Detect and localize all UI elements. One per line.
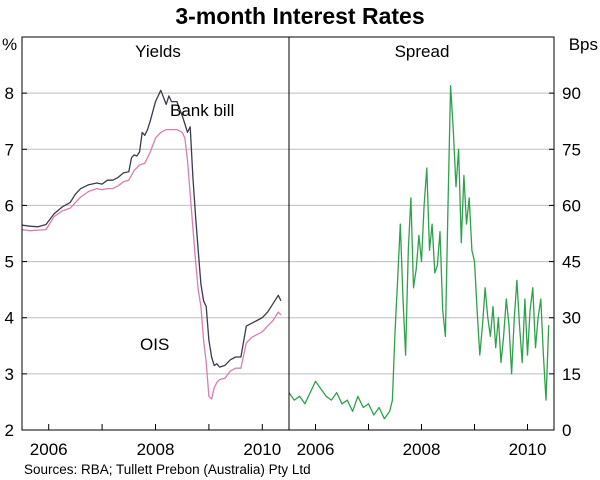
x-tick-label: 2006 (297, 440, 335, 459)
y-tick-label-left: 4 (5, 309, 14, 328)
x-tick-label: 2008 (137, 440, 175, 459)
y-tick-label-left: 6 (5, 196, 14, 215)
chart-title: 3-month Interest Rates (175, 3, 424, 29)
right-y-unit-label: Bps (569, 35, 598, 54)
x-tick-label: 2010 (243, 440, 281, 459)
y-tick-label-left: 3 (5, 365, 14, 384)
y-tick-label-right: 75 (562, 140, 581, 159)
ois-series-label: OIS (140, 335, 169, 354)
left-y-unit-label: % (2, 35, 17, 54)
left-panel-title: Yields (135, 42, 181, 61)
y-tick-label-left: 5 (5, 253, 14, 272)
right-panel-title: Spread (395, 42, 450, 61)
y-tick-label-left: 7 (5, 140, 14, 159)
plot-frame (21, 36, 555, 431)
y-tick-label-right: 15 (562, 365, 581, 384)
y-tick-label-left: 8 (5, 84, 14, 103)
y-tick-label-right: 90 (562, 84, 581, 103)
series-lines (21, 85, 550, 420)
bank-bill-series-label: Bank bill (170, 101, 234, 120)
x-tick-label: 2010 (509, 440, 547, 459)
gridlines (22, 92, 554, 375)
y-tick-label-right: 45 (562, 253, 581, 272)
y-tick-label-right: 0 (562, 421, 571, 440)
x-tick-label: 2006 (30, 440, 68, 459)
y-tick-label-right: 30 (562, 309, 581, 328)
y-tick-label-left: 2 (5, 421, 14, 440)
y-tick-label-right: 60 (562, 196, 581, 215)
x-tick-label: 2008 (403, 440, 441, 459)
source-note: Sources: RBA; Tullett Prebon (Australia)… (24, 462, 311, 477)
ois-line (21, 128, 282, 400)
spread-line (288, 85, 550, 420)
bank-bill-line (21, 89, 282, 368)
